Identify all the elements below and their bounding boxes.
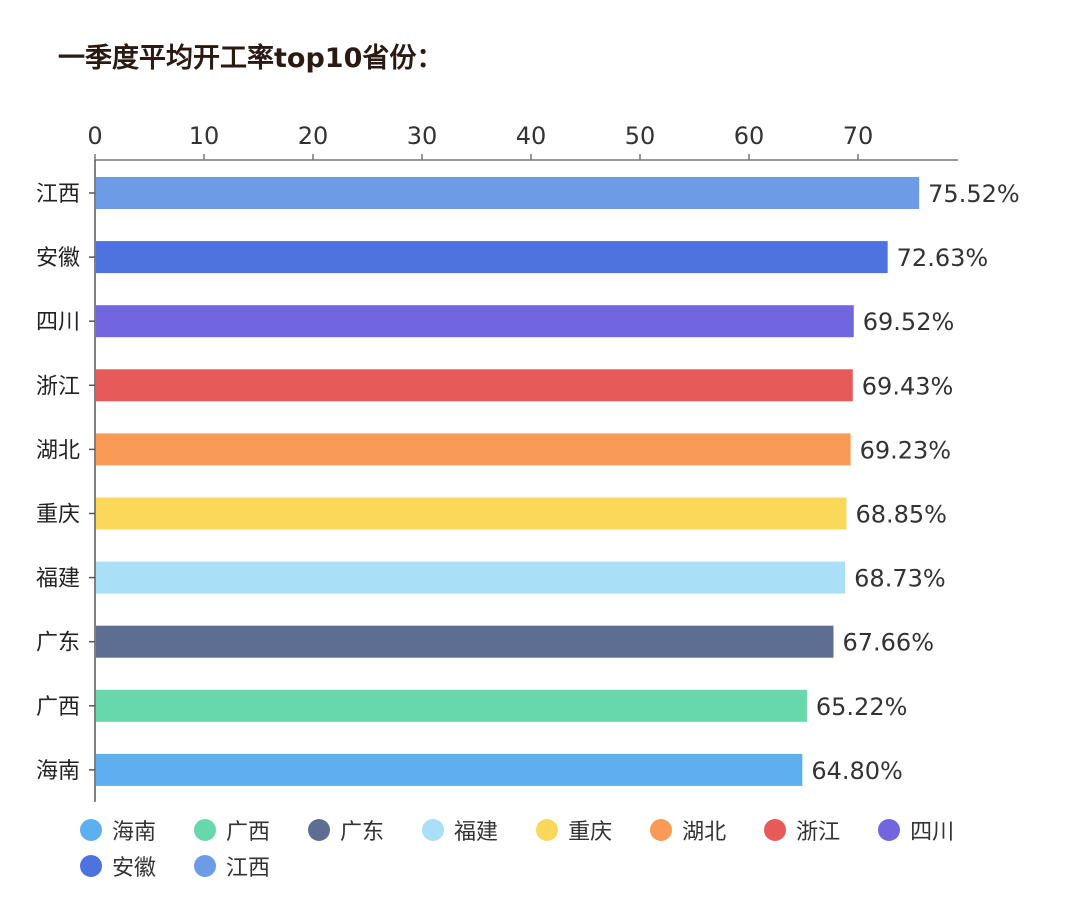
bar-广西 [96, 689, 807, 722]
x-tick-label: 40 [516, 122, 547, 150]
category-label: 安徽 [36, 246, 80, 271]
category-label: 重庆 [36, 503, 80, 528]
legend-item[interactable]: 湖北 [650, 816, 727, 845]
data-label: 72.63% [897, 244, 989, 272]
category-label: 四川 [36, 310, 80, 335]
legend-dot-icon [194, 819, 217, 841]
data-label: 69.52% [863, 308, 955, 336]
x-tick-label: 50 [625, 122, 656, 150]
legend-label: 海南 [112, 820, 157, 845]
legend-item[interactable]: 四川 [878, 816, 955, 845]
x-tick-label: 70 [843, 122, 874, 150]
data-label: 64.80% [811, 757, 903, 785]
category-label: 江西 [36, 182, 80, 207]
category-label: 福建 [36, 567, 80, 592]
data-label: 69.43% [862, 372, 954, 400]
bar-江西 [96, 177, 920, 209]
legend-label: 浙江 [796, 820, 841, 845]
data-label: 68.85% [855, 501, 947, 529]
legend-item[interactable]: 广东 [308, 816, 385, 845]
x-tick-label: 60 [734, 122, 765, 150]
x-tick-label: 20 [298, 122, 329, 150]
legend-item[interactable]: 浙江 [764, 816, 841, 845]
legend-label: 重庆 [568, 820, 613, 845]
legend-item[interactable]: 福建 [422, 816, 499, 845]
category-label: 广西 [36, 695, 80, 720]
legend-label: 湖北 [682, 820, 727, 845]
category-label: 浙江 [36, 374, 80, 399]
legend-label: 广西 [226, 820, 271, 845]
legend-item[interactable]: 江西 [194, 852, 271, 881]
legend-dot-icon [80, 819, 102, 841]
legend-dot-icon [764, 819, 787, 841]
bar-浙江 [96, 369, 853, 402]
legend-label: 江西 [226, 856, 271, 881]
legend-item[interactable]: 安徽 [80, 852, 157, 881]
legend-label: 福建 [454, 820, 499, 845]
bar-四川 [96, 305, 854, 338]
x-tick-label: 30 [407, 122, 438, 150]
bar-广东 [96, 625, 834, 658]
legend-label: 四川 [910, 820, 955, 845]
legend-label: 安徽 [112, 856, 157, 881]
bar-安徽 [96, 241, 888, 274]
legend-dot-icon [878, 819, 901, 841]
chart-title: 一季度平均开工率top10省份： [58, 43, 444, 74]
legend-item[interactable]: 重庆 [536, 816, 613, 845]
bar-湖北 [96, 433, 851, 466]
data-label: 67.66% [842, 629, 934, 657]
chart-legend: 海南 广西 广东 福建 重庆 湖北 浙江 四川安徽 江西 [80, 816, 1040, 881]
x-tick-label: 0 [87, 122, 102, 150]
bar-海南 [96, 753, 803, 786]
data-label: 75.52% [928, 180, 1020, 208]
legend-dot-icon [194, 855, 217, 877]
legend-label: 广东 [340, 820, 385, 845]
category-label: 湖北 [36, 438, 80, 463]
bar-重庆 [96, 497, 847, 530]
bar-福建 [96, 561, 846, 594]
data-label: 68.73% [854, 565, 946, 593]
data-label: 69.23% [860, 436, 952, 464]
legend-dot-icon [80, 855, 102, 877]
legend-dot-icon [308, 819, 331, 841]
legend-dot-icon [536, 819, 559, 841]
x-tick-label: 10 [189, 122, 220, 150]
category-label: 海南 [36, 759, 80, 784]
legend-item[interactable]: 海南 [80, 816, 157, 845]
data-label: 65.22% [816, 693, 908, 721]
category-label: 广东 [36, 631, 80, 656]
bar-chart: 0 10 20 30 40 50 60 70 江西 75.52% 安徽 72.63% 四川 69.52% 浙… [36, 122, 1020, 802]
legend-dot-icon [650, 819, 673, 841]
legend-item[interactable]: 广西 [194, 816, 271, 845]
legend-dot-icon [422, 819, 445, 841]
